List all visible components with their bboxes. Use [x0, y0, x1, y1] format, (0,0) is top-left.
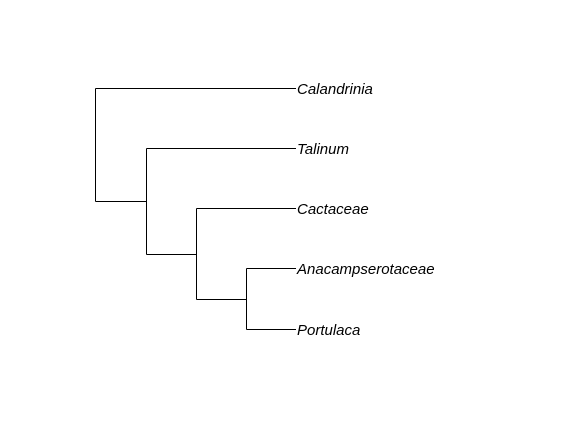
tip-label-talinum: Talinum	[297, 141, 349, 158]
tree-branches	[96, 89, 297, 330]
tip-label-cactaceae: Cactaceae	[297, 201, 369, 218]
tip-label-portulaca: Portulaca	[297, 322, 360, 339]
tip-labels: Calandrinia Talinum Cactaceae Anacampser…	[296, 81, 435, 339]
tip-label-anacampserotaceae: Anacampserotaceae	[296, 261, 435, 278]
tip-label-calandrinia: Calandrinia	[297, 81, 373, 98]
